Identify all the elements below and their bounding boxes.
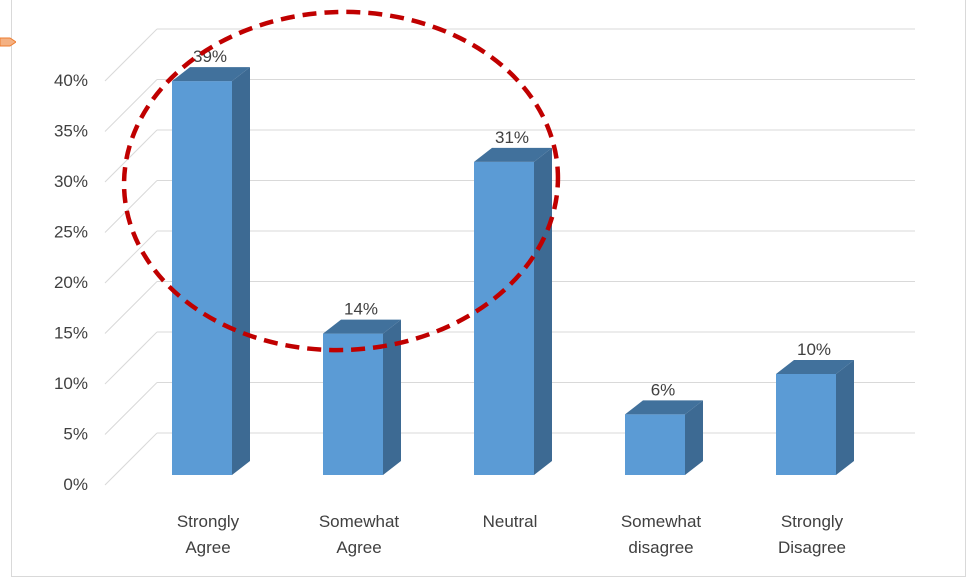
bar: [474, 147, 552, 475]
x-tick-label: Neutral: [483, 512, 538, 531]
x-tick-label: Somewhat: [319, 512, 400, 531]
bar: [172, 67, 250, 475]
y-tick-label: 0%: [63, 475, 88, 494]
grid-diagonal: [104, 28, 158, 82]
data-label: 31%: [495, 128, 529, 147]
data-labels: 39%14%31%6%10%: [193, 47, 831, 399]
x-axis-labels: Strongly Agree Somewhat Agree Neutral Somewha…: [177, 512, 846, 557]
bar-front: [323, 333, 383, 475]
bar: [625, 400, 703, 475]
bar: [323, 319, 401, 475]
y-tick-label: 20%: [54, 273, 88, 292]
highlight-ellipse: [121, 9, 561, 353]
bar-side: [232, 67, 250, 475]
bar: [776, 360, 854, 475]
bar-side: [685, 400, 703, 475]
x-tick-label: Strongly: [781, 512, 844, 531]
bar-top: [625, 400, 703, 415]
x-tick-label: disagree: [628, 538, 693, 557]
x-tick-label: Disagree: [778, 538, 846, 557]
y-tick-label: 5%: [63, 425, 88, 444]
x-tick-label: Agree: [185, 538, 230, 557]
grid-diagonal: [104, 230, 158, 284]
y-tick-label: 35%: [54, 122, 88, 141]
y-axis-labels: 0% 5% 10% 15% 20% 25% 30% 35% 40%: [54, 71, 88, 494]
x-tick-label: Strongly: [177, 512, 240, 531]
grid-diagonal: [104, 129, 158, 183]
bar-front: [625, 414, 685, 475]
data-label: 6%: [651, 380, 676, 399]
bar-top: [172, 67, 250, 82]
data-label: 10%: [797, 340, 831, 359]
corner-arrow-icon: [0, 37, 16, 47]
y-tick-label: 40%: [54, 71, 88, 90]
grid-diagonal: [104, 281, 158, 334]
bar-top: [776, 360, 854, 374]
grid-diagonal: [104, 79, 158, 132]
bar-top: [323, 319, 401, 334]
grid-diagonal: [104, 331, 158, 385]
y-tick-label: 25%: [54, 223, 88, 242]
bar-side: [534, 147, 552, 475]
grid-diagonal: [104, 432, 158, 486]
x-tick-label: Agree: [336, 538, 381, 557]
bar-front: [474, 161, 534, 475]
bar-side: [836, 360, 854, 475]
grid-diagonal: [104, 382, 158, 435]
grid-diagonal: [104, 180, 158, 233]
y-tick-label: 10%: [54, 374, 88, 393]
y-tick-label: 30%: [54, 172, 88, 191]
data-label: 14%: [344, 300, 378, 319]
bar-front: [776, 374, 836, 475]
annotation-layer: [121, 9, 561, 353]
bar-front: [172, 81, 232, 475]
y-tick-label: 15%: [54, 324, 88, 343]
bar-side: [383, 319, 401, 475]
x-tick-label: Somewhat: [621, 512, 702, 531]
bar-top: [474, 147, 552, 162]
